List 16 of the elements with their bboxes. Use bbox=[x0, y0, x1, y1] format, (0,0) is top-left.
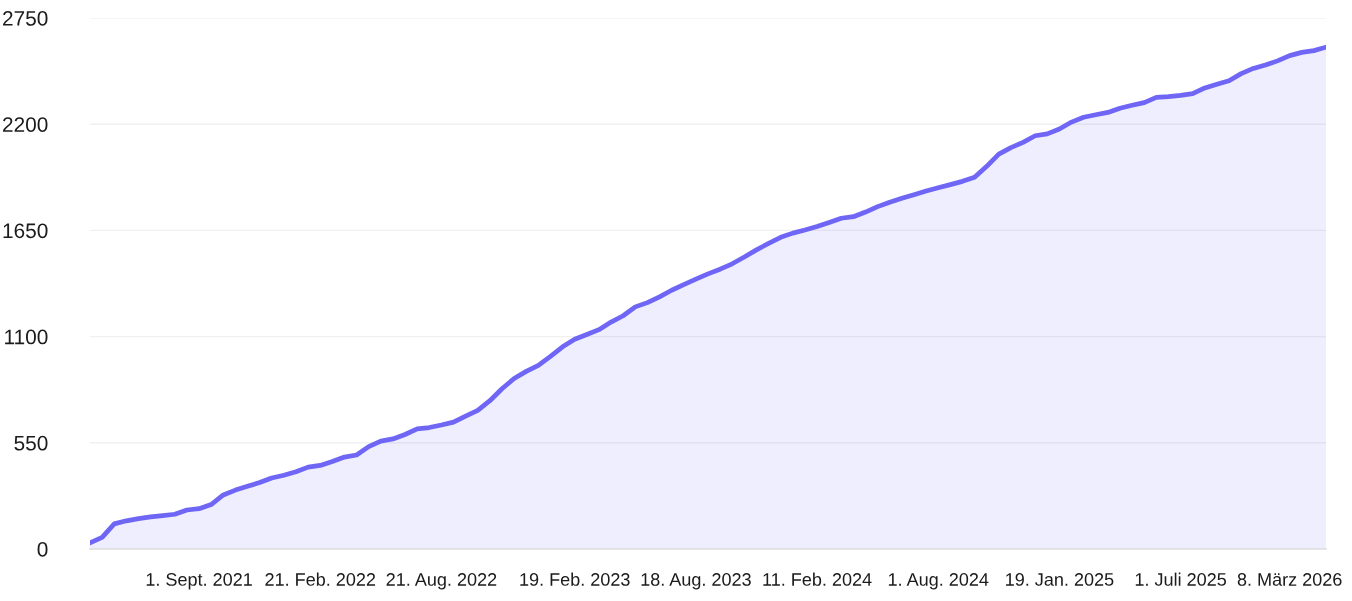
x-tick-label: 1. Sept. 2021 bbox=[146, 573, 252, 590]
y-tick-label: 0 bbox=[37, 542, 48, 557]
x-tick-label: 1. Juli 2025 bbox=[1135, 572, 1227, 586]
x-tick-label: 11. Feb. 2024 bbox=[763, 572, 872, 586]
y-tick-label: 1650 bbox=[3, 223, 48, 239]
x-tick-label: 18. Aug. 2023 bbox=[641, 573, 751, 590]
x-tick-label: 19. Feb. 2023 bbox=[520, 572, 630, 586]
y-tick-label: 2200 bbox=[3, 117, 48, 132]
x-tick-label: 21. Aug. 2022 bbox=[386, 573, 497, 590]
x-tick-label: 21. Feb. 2022 bbox=[265, 572, 376, 586]
x-tick-label: 19. Jan. 2025 bbox=[1006, 573, 1114, 586]
x-tick-label: 8. März 2026 bbox=[1237, 573, 1342, 586]
x-tick-label: 1. Aug. 2024 bbox=[888, 573, 989, 590]
y-tick-label: 1100 bbox=[5, 329, 48, 345]
y-tick-label: 550 bbox=[14, 435, 48, 451]
y-tick-label: 2750 bbox=[3, 11, 48, 26]
